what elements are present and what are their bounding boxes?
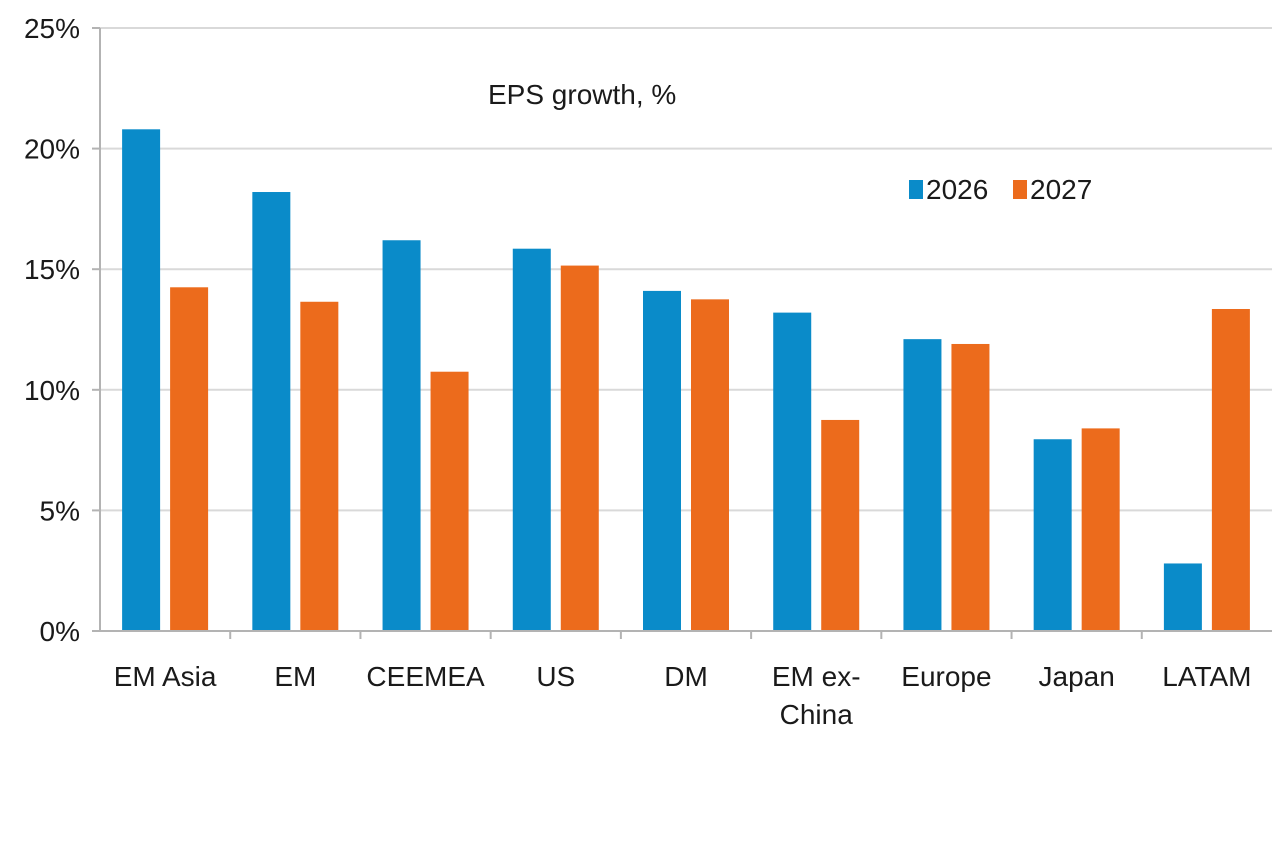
x-tick-label: DM: [664, 661, 708, 692]
bar-2026-5: [773, 312, 812, 631]
x-tick-label: EM ex-: [772, 661, 861, 692]
bar-2027-7: [1081, 428, 1120, 631]
x-tick-label: Japan: [1039, 661, 1115, 692]
bar-2026-2: [382, 240, 421, 632]
bar-2027-3: [560, 265, 599, 631]
legend: 2026 2027: [909, 174, 1092, 205]
gridlines: [92, 27, 1272, 632]
bar-2027-6: [951, 343, 990, 631]
bar-2027-1: [300, 301, 339, 631]
x-tick-label: US: [536, 661, 575, 692]
axes: [99, 28, 1272, 632]
x-tick-label: China: [780, 699, 854, 730]
y-tick-label: 5%: [40, 495, 80, 526]
bar-2026-8: [1163, 563, 1202, 631]
bar-2026-4: [643, 290, 681, 631]
legend-label-2026: 2026: [926, 174, 988, 205]
bar-2026-1: [252, 192, 291, 632]
legend-swatch-2026: [909, 180, 923, 199]
legend-swatch-2027: [1013, 180, 1027, 199]
bar-2027-2: [430, 371, 469, 631]
bar-2026-0: [122, 129, 161, 631]
x-tick-label: Europe: [901, 661, 991, 692]
bar-2026-3: [512, 248, 551, 631]
bar-2026-7: [1033, 439, 1072, 631]
y-tick-label: 10%: [24, 375, 80, 406]
y-tick-label: 0%: [40, 616, 80, 647]
bar-2027-8: [1211, 308, 1250, 631]
y-tick-label: 25%: [24, 13, 80, 44]
legend-label-2027: 2027: [1030, 174, 1092, 205]
y-tick-label: 15%: [24, 254, 80, 285]
bar-2027-0: [170, 287, 209, 631]
x-tick-labels: EM Asia EM CEEMEA US DM EM ex- China Europe Japa…: [114, 631, 1251, 730]
bar-2027-4: [691, 299, 729, 631]
bar-2027-5: [821, 419, 860, 631]
x-tick-label: EM Asia: [114, 661, 217, 692]
bars: [122, 129, 1250, 632]
y-tick-label: 20%: [24, 134, 80, 165]
y-tick-labels: 0% 5% 10% 15% 20% 25%: [24, 13, 80, 647]
x-tick-label: EM: [274, 661, 316, 692]
bar-2026-6: [903, 339, 942, 631]
chart-title: EPS growth, %: [488, 79, 676, 110]
x-tick-label: CEEMEA: [366, 661, 485, 692]
x-tick-label: LATAM: [1162, 661, 1251, 692]
